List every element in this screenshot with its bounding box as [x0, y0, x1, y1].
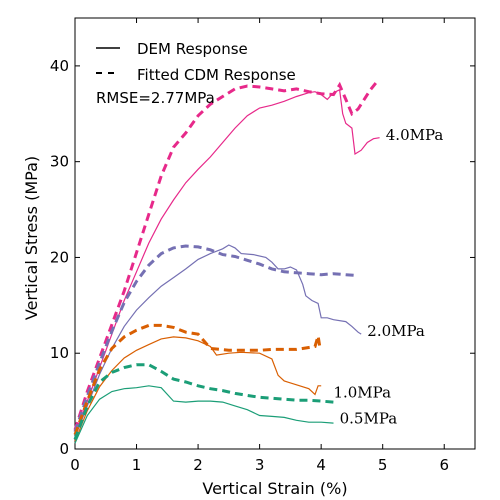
series-label-2-0mpa: 2.0MPa [367, 322, 425, 340]
y-tick-label: 40 [50, 57, 69, 75]
ticks-layer: 0 1 2 3 4 5 6 0 10 20 30 40 [50, 18, 475, 474]
series-label-4-0mpa: 4.0MPa [386, 126, 444, 144]
cdm-line-0-5mpa [73, 363, 334, 440]
y-axis-label: Vertical Stress (MPa) [22, 156, 41, 320]
y-tick-label: 0 [59, 440, 69, 458]
x-tick-label: 2 [193, 456, 203, 474]
rmse-label: RMSE=2.77MPa [96, 89, 215, 107]
plot-frame [74, 17, 476, 450]
x-tick-label: 5 [378, 456, 388, 474]
dem-line-4-0mpa [74, 88, 380, 435]
legend-label-dem: DEM Response [137, 40, 248, 58]
dem-line-1-0mpa [74, 336, 322, 442]
cdm-line-2-0mpa [73, 244, 359, 433]
y-tick-label: 30 [50, 153, 69, 171]
legend: DEM Response Fitted CDM Response RMSE=2.… [96, 40, 296, 107]
series-label-0-5mpa: 0.5MPa [340, 409, 398, 427]
x-tick-label: 3 [255, 456, 265, 474]
series-layer [73, 81, 380, 444]
legend-label-cdm: Fitted CDM Response [137, 66, 296, 84]
x-axis-label: Vertical Strain (%) [202, 479, 347, 498]
dem-line-0-5mpa [74, 385, 334, 444]
x-tick-label: 6 [439, 456, 449, 474]
annotation-layer: 4.0MPa 2.0MPa 1.0MPa 0.5MPa [333, 126, 443, 428]
y-tick-label: 10 [50, 344, 69, 362]
x-tick-label: 4 [316, 456, 326, 474]
cdm-line-4-0mpa [73, 81, 378, 431]
series-label-1-0mpa: 1.0MPa [333, 383, 391, 401]
dem-line-2-0mpa [74, 244, 362, 438]
x-tick-label: 1 [132, 456, 142, 474]
y-tick-label: 20 [50, 248, 69, 266]
cdm-line-1-0mpa [73, 323, 322, 436]
x-tick-label: 0 [70, 456, 80, 474]
